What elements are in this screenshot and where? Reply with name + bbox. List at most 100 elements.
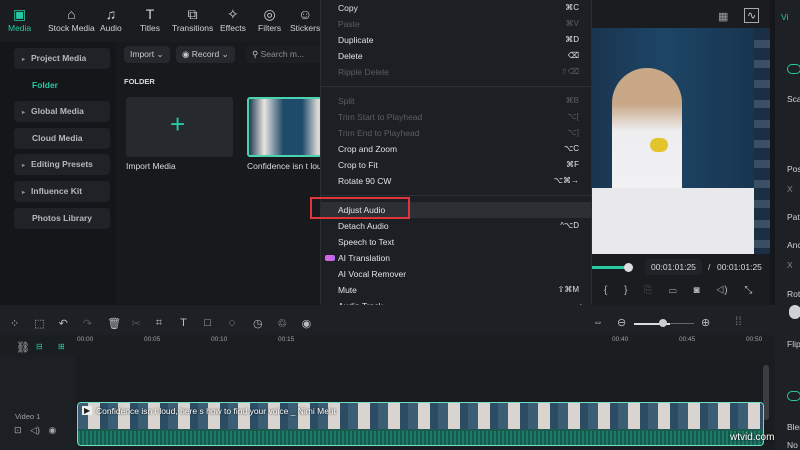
sidebar-item-label: Project Media <box>31 53 87 63</box>
import-media-label: Import Media <box>126 161 176 171</box>
crop-icon[interactable]: ⌗ <box>155 317 162 329</box>
menu-item-label: AI Vocal Remover <box>338 269 407 279</box>
menu-item-trim-end-to-playhead[interactable]: Trim End to Playhead ⌥] <box>321 125 591 141</box>
tab-audio[interactable]: ♫ Audio <box>100 6 122 33</box>
sidebar-item[interactable]: ▸ Influence Kit <box>14 181 110 202</box>
menu-item-crop-and-zoom[interactable]: Crop and Zoom ⌥C <box>321 141 591 157</box>
media-clip-thumbnail[interactable] <box>247 97 327 157</box>
menu-item-duplicate[interactable]: Duplicate ⌘D <box>321 32 591 48</box>
time-ruler <box>0 335 775 357</box>
track-header <box>0 357 76 450</box>
property-label: Flip <box>787 339 800 349</box>
shape-icon[interactable]: □ <box>204 317 212 329</box>
sidebar-item[interactable]: ▸ Global Media <box>14 101 110 123</box>
speaker-icon[interactable]: ◁) <box>30 425 40 435</box>
menu-item-adjust-audio[interactable]: Adjust Audio <box>321 202 591 218</box>
sidebar-item-label: Cloud Media <box>32 132 83 143</box>
menu-shortcut: ⇧⌘M <box>557 285 579 294</box>
menu-item-split[interactable]: Split ⌘B <box>321 93 591 109</box>
playback-progress[interactable] <box>592 266 628 269</box>
eye-icon[interactable]: ◉ <box>48 425 57 435</box>
record-button[interactable]: ◉ Record ⌄ <box>176 46 235 63</box>
tab-stickers[interactable]: ☺ Stickers <box>290 6 320 33</box>
menu-item-delete[interactable]: Delete ⌫ <box>321 48 591 64</box>
fullscreen-icon[interactable]: ⤡ <box>744 285 753 296</box>
menu-item-paste[interactable]: Paste ⌘V <box>321 16 591 32</box>
delete-icon[interactable]: 🗑 <box>107 318 122 330</box>
fit-icon[interactable]: ⇔ <box>593 317 603 328</box>
sidebar-item[interactable]: Photos Library <box>14 207 110 229</box>
caret-icon: ▸ <box>22 163 26 170</box>
zoom-in-icon[interactable]: ⊕ <box>701 317 711 329</box>
tab-filters[interactable]: ◎ Filters <box>258 6 281 33</box>
undo-icon[interactable]: ↶ <box>58 318 68 330</box>
search-input[interactable]: ⚲ Search m... <box>246 46 326 63</box>
timeline-clip[interactable]: ▶ Confidence isn t loud, here s how to f… <box>77 402 764 446</box>
text-icon[interactable]: T <box>180 317 187 329</box>
top-toolbar: ▣ Media ⌂ Stock Media ♫ Audio T Titles ⧉ Transiti… <box>0 0 320 42</box>
menu-item-copy[interactable]: Copy ⌘C <box>321 0 591 16</box>
camera-icon[interactable]: ◙ <box>693 285 700 296</box>
menu-item-speech-to-text[interactable]: Speech to Text <box>321 234 591 250</box>
menu-item-label: Delete <box>338 51 363 61</box>
sidebar-item[interactable]: Folder <box>14 75 110 96</box>
color-icon[interactable]: ♲ <box>277 318 288 330</box>
speed-icon[interactable]: ◷ <box>253 318 263 330</box>
waveform-icon[interactable]: ∿ <box>744 8 760 23</box>
effects-icon: ✧ <box>227 6 239 22</box>
tab-effects[interactable]: ✧ Effects <box>220 6 246 33</box>
property-label: X <box>787 260 793 270</box>
desk <box>592 188 770 254</box>
mask-icon[interactable]: ◌ <box>228 317 236 329</box>
link-icon[interactable]: ⊟ <box>36 342 43 351</box>
import-button[interactable]: Import ⌄ <box>124 46 170 63</box>
menu-item-detach-audio[interactable]: Detach Audio ^⌥D <box>321 218 591 234</box>
timeline-scrollbar[interactable] <box>763 365 769 420</box>
tab-titles[interactable]: T Titles <box>140 6 160 33</box>
menu-item-crop-to-fit[interactable]: Crop to Fit ⌘F <box>321 157 591 173</box>
menu-item-trim-start-to-playhead[interactable]: Trim Start to Playhead ⌥[ <box>321 109 591 125</box>
search-icon: ⚲ <box>252 49 259 59</box>
playhead-handle[interactable] <box>624 263 633 272</box>
sidebar-item[interactable]: ▸ Editing Presets <box>14 154 110 176</box>
toggle-switch-2[interactable] <box>787 391 800 401</box>
layout-icon[interactable]: ⁘ <box>10 318 20 330</box>
record-icon: ◉ <box>182 49 190 59</box>
folder-heading: FOLDER <box>124 77 155 86</box>
cut-icon[interactable]: ✂ <box>131 318 141 330</box>
music-note-icon: ♫ <box>105 6 117 22</box>
current-time: 00:01:01:25 <box>645 259 702 275</box>
tab-stock-media[interactable]: ⌂ Stock Media <box>48 6 95 33</box>
insert-icon[interactable]: ⎘ <box>644 285 653 296</box>
ruler-tick-label: 00:50 <box>746 336 763 343</box>
ruler-tick-label: 00:15 <box>278 336 295 343</box>
toggle-switch[interactable] <box>787 64 800 74</box>
unlink-icon[interactable]: ⛓ <box>16 342 30 354</box>
track-layout-icon[interactable]: ⁞⁞ <box>735 314 742 328</box>
menu-item-ai-translation[interactable]: AI Translation <box>321 250 591 266</box>
tab-media[interactable]: ▣ Media <box>8 6 31 33</box>
menu-item-ripple-delete[interactable]: Ripple Delete ⇧⌫ <box>321 64 591 80</box>
mark-in-icon[interactable]: { <box>604 285 608 296</box>
volume-icon[interactable]: ◁) <box>716 285 728 296</box>
import-media-tile[interactable]: + <box>126 97 233 157</box>
monitor-icon[interactable]: ▭ <box>669 285 677 296</box>
zoom-slider-handle[interactable] <box>659 319 667 327</box>
redo-icon[interactable]: ↷ <box>82 318 93 330</box>
sidebar-item[interactable]: Cloud Media <box>14 127 110 149</box>
zoom-out-icon[interactable]: ⊖ <box>617 317 627 329</box>
menu-item-mute[interactable]: Mute ⇧⌘M <box>321 282 591 298</box>
sidebar-item[interactable]: ▸ Project Media <box>14 48 110 69</box>
menu-item-rotate-90-cw[interactable]: Rotate 90 CW ⌥⌘→ <box>321 173 591 189</box>
tab-label: Audio <box>100 23 122 33</box>
video-tab[interactable]: Vi <box>781 12 789 22</box>
snap-icon[interactable]: ⊞ <box>58 342 65 351</box>
folder-icon[interactable]: ⊡ <box>14 425 22 435</box>
menu-item-ai-vocal-remover[interactable]: AI Vocal Remover <box>321 266 591 282</box>
menu-item-label: AI Translation <box>338 253 390 263</box>
tab-transitions[interactable]: ⧉ Transitions <box>172 6 213 33</box>
ai-icon[interactable]: ◉ <box>301 318 312 330</box>
select-icon[interactable]: ⬚ <box>34 318 45 330</box>
mark-out-icon[interactable]: } <box>624 285 628 296</box>
rotate-dial[interactable] <box>789 305 800 319</box>
